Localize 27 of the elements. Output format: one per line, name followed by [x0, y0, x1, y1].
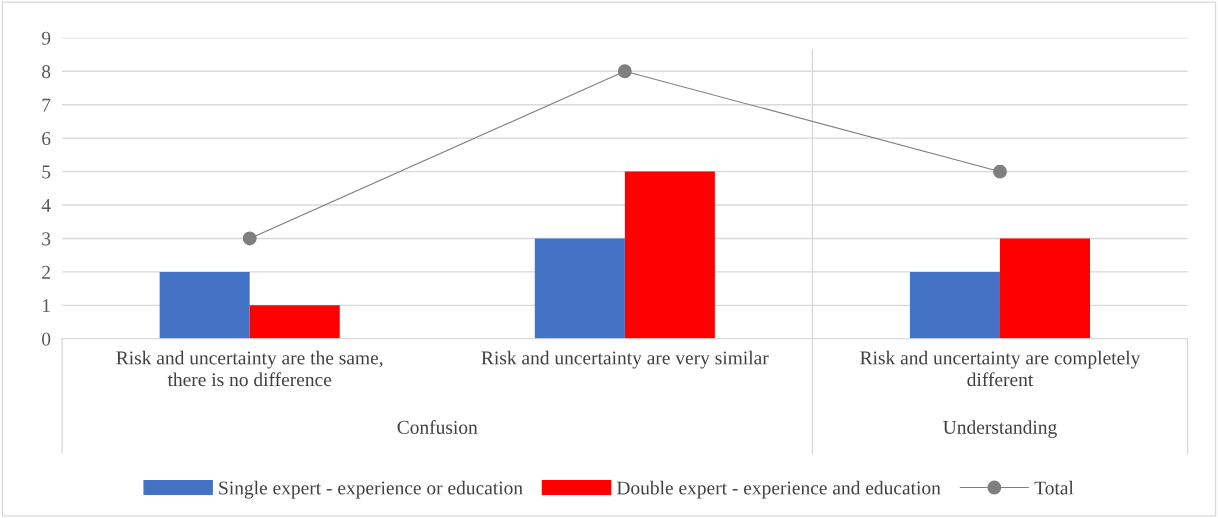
legend-label: Total [1034, 480, 1074, 495]
y-tick-label: 3 [42, 232, 51, 246]
bar [624, 171, 715, 339]
y-tick-label: 0 [42, 332, 51, 346]
point [242, 231, 257, 246]
y-tick-label: 5 [42, 165, 51, 179]
bar [909, 271, 1000, 339]
y-tick-label: 8 [42, 65, 51, 79]
y-tick-label: 2 [42, 265, 50, 279]
point [993, 164, 1007, 179]
y-tick-label: 7 [42, 98, 51, 112]
x-tick-label: Risk and uncertainty are completely different [860, 350, 1141, 387]
y-tick-label: 4 [41, 198, 51, 212]
legend-label: Single expert - experience or education [219, 480, 523, 499]
x-tick-label: Risk and uncertainty are the same, there is no difference [116, 350, 383, 387]
y-tick-label: 6 [42, 132, 51, 146]
text: Understanding [943, 420, 1057, 438]
y-tick-label: 1 [43, 299, 50, 313]
x-tick-label: Risk and uncertainty are very similar [481, 350, 769, 369]
legend-label: Double expert - experience and education [616, 480, 941, 499]
bar [534, 238, 625, 339]
y-tick-label: 9 [41, 31, 51, 45]
text: Confusion [397, 420, 478, 434]
bar [249, 305, 340, 339]
bar [999, 238, 1091, 339]
point [617, 64, 632, 79]
bar [159, 271, 250, 339]
